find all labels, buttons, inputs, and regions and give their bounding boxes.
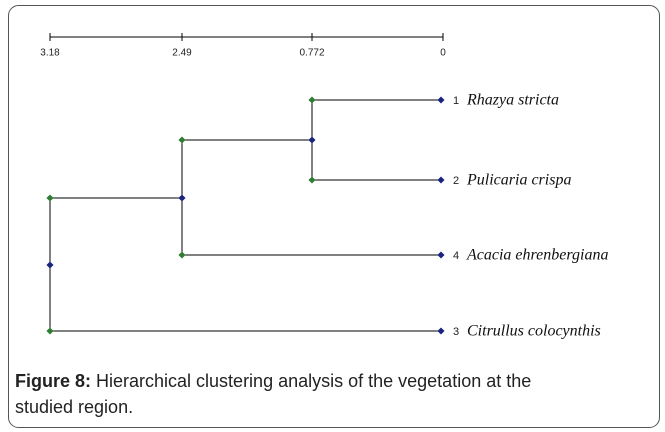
node: [308, 176, 316, 184]
leaf-name: Citrullus colocynthis: [467, 323, 601, 340]
node: [46, 194, 54, 202]
leaf-number: 1: [453, 95, 459, 107]
leaf-node: [437, 96, 445, 104]
node: [178, 136, 186, 144]
leaf-number: 3: [453, 326, 459, 338]
leaf-name: Rhazya stricta: [466, 92, 559, 109]
tree-nodes: [46, 96, 445, 335]
caption-text: Hierarchical clustering analysis of the …: [96, 371, 531, 391]
leaf-node: [437, 327, 445, 335]
figure-border: [8, 5, 660, 428]
leaf-name: Pulicaria crispa: [466, 172, 571, 189]
leaf-name: Acacia ehrenbergiana: [466, 247, 608, 264]
axis-tick-label: 0: [440, 48, 446, 59]
node: [46, 261, 54, 269]
caption-label: Figure 8:: [15, 371, 91, 391]
node: [308, 136, 316, 144]
caption-line: studied region.: [15, 397, 133, 417]
node: [178, 251, 186, 259]
axis-tick-label: 0.772: [299, 48, 324, 59]
leaf-number: 4: [453, 250, 459, 262]
node: [46, 327, 54, 335]
axis-tick-label: 2.49: [172, 48, 192, 59]
node: [178, 194, 186, 202]
leaf-number: 2: [453, 175, 459, 187]
caption-line: Figure 8: Hierarchical clustering analysi…: [15, 371, 531, 391]
node: [308, 96, 316, 104]
leaf-node: [437, 176, 445, 184]
axis-tick-label: 3.18: [40, 48, 60, 59]
scale-axis: 3.18 2.49 0.772 0: [40, 33, 446, 59]
leaf-node: [437, 251, 445, 259]
